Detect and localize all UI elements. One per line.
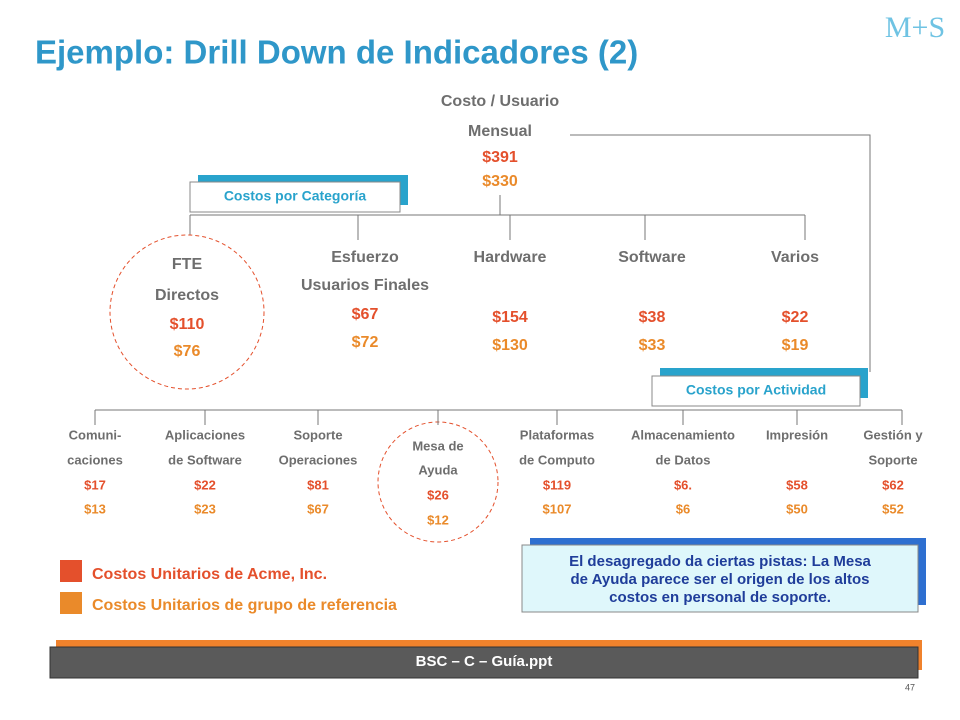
root-acme: $391 — [482, 149, 518, 166]
footer-bar — [49, 646, 919, 679]
legend-swatch — [60, 592, 82, 614]
activity-label: Comuni- — [69, 427, 122, 442]
tag-box — [651, 375, 861, 407]
category-reference: $130 — [492, 337, 528, 354]
activity-reference: $12 — [427, 512, 449, 527]
root-label: Mensual — [468, 123, 532, 140]
highlight-circle — [109, 234, 265, 390]
category-label: Usuarios Finales — [301, 277, 429, 294]
activity-label: caciones — [67, 452, 123, 467]
activity-label: Soporte — [293, 427, 342, 442]
category-reference: $19 — [782, 337, 809, 354]
category-label: FTE — [172, 256, 203, 273]
legend-label: Costos Unitarios de Acme, Inc. — [92, 566, 327, 583]
category-acme: $38 — [639, 309, 666, 326]
activity-label: Gestión y — [863, 427, 923, 442]
legend-swatch — [60, 560, 82, 582]
category-acme: $154 — [492, 309, 528, 326]
activity-acme: $17 — [84, 477, 106, 492]
category-reference: $72 — [352, 334, 379, 351]
category-acme: $110 — [170, 316, 205, 333]
activity-acme: $22 — [194, 477, 216, 492]
activity-reference: $52 — [882, 501, 904, 516]
activity-acme: $62 — [882, 477, 904, 492]
category-label: Directos — [155, 287, 219, 304]
activity-acme: $58 — [786, 477, 808, 492]
category-acme: $67 — [352, 306, 379, 323]
activity-label: Plataformas — [520, 427, 594, 442]
activity-reference: $13 — [84, 501, 106, 516]
activity-reference: $23 — [194, 501, 216, 516]
category-label: Esfuerzo — [331, 249, 399, 266]
activity-tag: Costos por Actividad — [686, 382, 826, 398]
footer-text: BSC – C – Guía.ppt — [416, 653, 553, 670]
connectors — [95, 134, 902, 411]
activity-reference: $67 — [307, 501, 329, 516]
activity-label: Aplicaciones — [165, 427, 245, 442]
logo: M+S — [885, 11, 945, 44]
activity-label: de Datos — [656, 452, 711, 467]
category-label: Software — [618, 249, 686, 266]
category-reference: $33 — [639, 337, 666, 354]
category-label: Varios — [771, 249, 819, 266]
activity-acme: $119 — [543, 477, 571, 492]
activity-label: Ayuda — [418, 462, 458, 477]
root-label: Costo / Usuario — [441, 93, 559, 110]
activity-label: Mesa de — [412, 438, 463, 453]
connector — [570, 134, 871, 372]
activity-label: Impresión — [766, 427, 828, 442]
activity-acme: $26 — [427, 487, 449, 502]
page-number: 47 — [905, 682, 915, 692]
activity-label: Operaciones — [279, 452, 358, 467]
activity-acme: $81 — [307, 477, 329, 492]
activity-reference: $6 — [676, 501, 690, 516]
note-line: de Ayuda parece ser el origen de los alt… — [571, 571, 870, 588]
category-acme: $22 — [782, 309, 809, 326]
root-reference: $330 — [482, 173, 518, 190]
note-line: El desagregado da ciertas pistas: La Mes… — [569, 553, 871, 570]
legend-label: Costos Unitarios de grupo de referencia — [92, 597, 397, 614]
category-tag: Costos por Categoría — [224, 188, 367, 204]
note-line: costos en personal de soporte. — [609, 589, 831, 606]
activity-label: Almacenamiento — [631, 427, 735, 442]
activity-label: de Computo — [519, 452, 595, 467]
tag-box — [189, 181, 401, 213]
category-label: Hardware — [474, 249, 547, 266]
activity-label: de Software — [168, 452, 242, 467]
activity-acme: $6. — [674, 477, 692, 492]
activity-label: Soporte — [868, 452, 917, 467]
activity-reference: $50 — [786, 501, 808, 516]
note-box — [521, 544, 919, 613]
category-reference: $76 — [174, 343, 201, 360]
activity-reference: $107 — [543, 501, 572, 516]
slide-title: Ejemplo: Drill Down de Indicadores (2) — [35, 34, 638, 71]
